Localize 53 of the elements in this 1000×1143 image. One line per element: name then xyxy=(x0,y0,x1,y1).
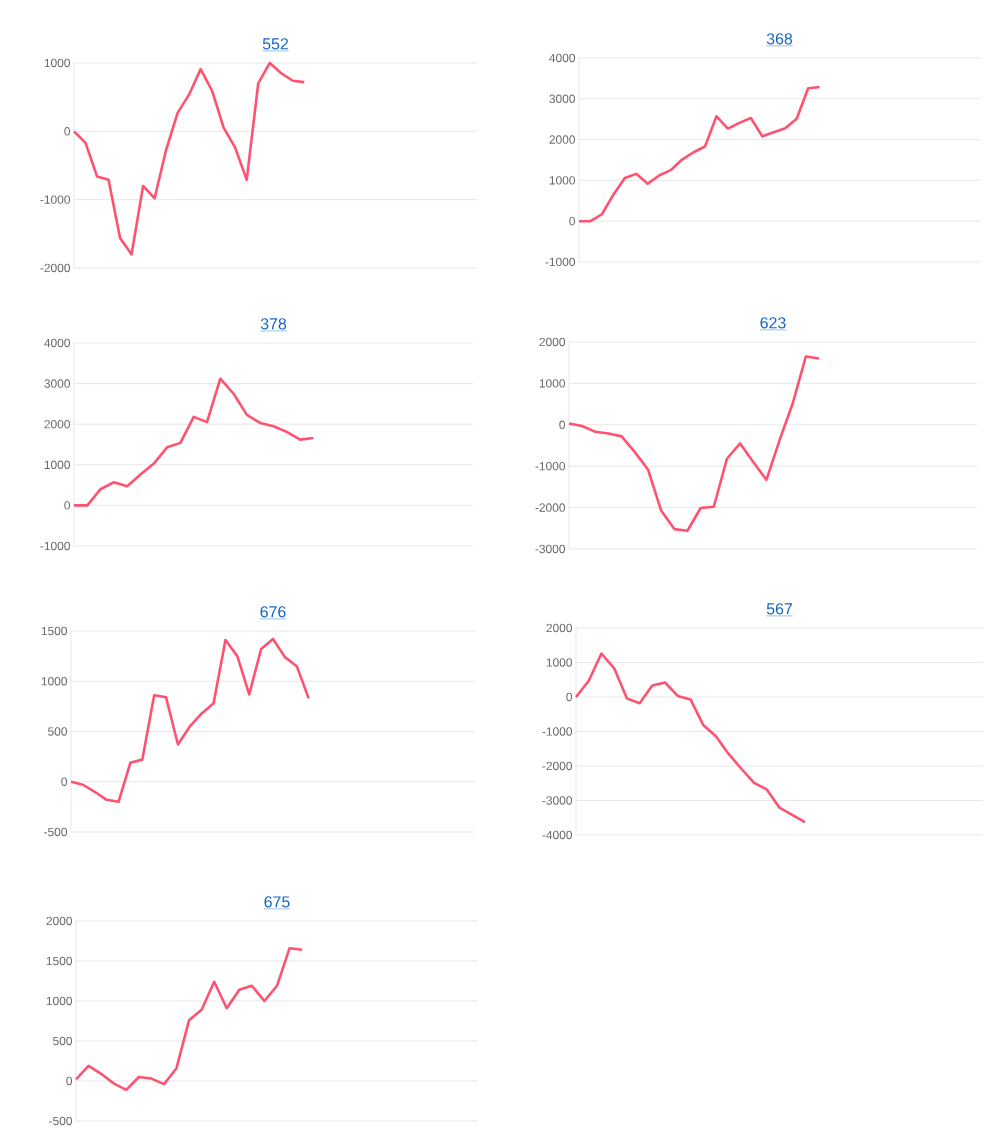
y-tick-label: -500 xyxy=(44,827,68,837)
y-tick-label: 1500 xyxy=(46,956,73,966)
y-tick-label: 3000 xyxy=(44,379,71,388)
line-series xyxy=(69,637,310,804)
line-series xyxy=(577,85,821,223)
y-tick-label: -3000 xyxy=(542,796,573,805)
y-tick-label: 4000 xyxy=(44,338,71,348)
y-tick-label: 0 xyxy=(559,420,566,430)
line-series xyxy=(72,61,306,256)
y-tick-label: 500 xyxy=(48,727,68,736)
y-tick-label: 2000 xyxy=(546,623,573,633)
y-tick-label: 1000 xyxy=(46,996,73,1006)
y-tick-label: 2000 xyxy=(44,419,71,429)
y-tick-label: -4000 xyxy=(542,830,573,840)
chart-title: 552 xyxy=(262,38,288,50)
y-tick-label: -1000 xyxy=(535,461,566,471)
y-tick-label: -1000 xyxy=(40,541,71,551)
y-tick-label: 0 xyxy=(66,1076,73,1086)
chart-title: 676 xyxy=(260,606,286,618)
y-tick-label: 1000 xyxy=(549,176,576,185)
y-tick-label: 4000 xyxy=(549,53,576,63)
y-tick-label: 0 xyxy=(64,501,71,510)
y-tick-label: -500 xyxy=(49,1116,73,1126)
chart-title: 623 xyxy=(760,317,786,329)
y-tick-label: -2000 xyxy=(542,761,573,771)
line-series xyxy=(74,946,304,1092)
line-series xyxy=(567,355,821,533)
y-tick-label: -1000 xyxy=(545,257,576,267)
y-tick-label: -1000 xyxy=(542,727,573,736)
line-series xyxy=(72,377,315,507)
y-tick-label: -3000 xyxy=(535,544,566,554)
y-tick-label: -2000 xyxy=(40,263,71,273)
y-tick-label: 0 xyxy=(566,692,573,702)
y-tick-label: 500 xyxy=(53,1036,73,1046)
y-tick-label: 2000 xyxy=(46,916,73,926)
y-tick-label: 2000 xyxy=(539,337,566,347)
y-tick-label: 3000 xyxy=(549,94,576,104)
y-tick-label: 0 xyxy=(64,127,71,136)
y-tick-label: 1000 xyxy=(44,58,71,68)
y-tick-label: -2000 xyxy=(535,503,566,512)
chart-title: 567 xyxy=(766,603,792,615)
y-tick-label: -1000 xyxy=(40,195,71,204)
y-tick-label: 1000 xyxy=(41,677,68,686)
y-tick-label: 0 xyxy=(61,777,68,786)
chart-title: 675 xyxy=(264,896,290,908)
y-tick-label: 1000 xyxy=(539,379,566,388)
y-tick-label: 1500 xyxy=(41,626,68,636)
y-tick-label: 2000 xyxy=(549,135,576,144)
y-tick-label: 1000 xyxy=(546,658,573,667)
y-tick-label: 1000 xyxy=(44,460,71,470)
chart-title: 368 xyxy=(766,33,793,45)
chart-title: 378 xyxy=(260,318,287,330)
y-tick-label: 0 xyxy=(569,216,576,226)
